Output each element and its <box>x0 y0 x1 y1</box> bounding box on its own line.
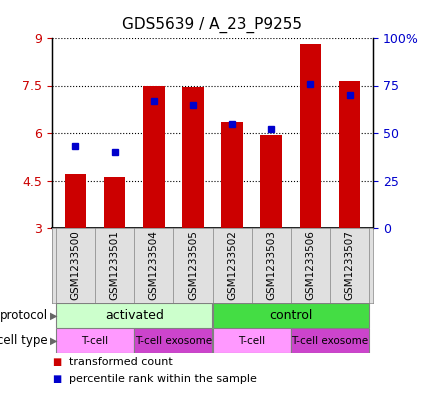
Text: T-cell exosome: T-cell exosome <box>292 336 368 345</box>
Text: GSM1233501: GSM1233501 <box>110 230 119 300</box>
Bar <box>261 134 282 228</box>
Bar <box>65 174 86 228</box>
Bar <box>182 87 204 228</box>
Bar <box>291 328 369 353</box>
Text: GSM1233505: GSM1233505 <box>188 230 198 300</box>
Bar <box>143 86 164 228</box>
Text: ■: ■ <box>52 356 61 367</box>
Bar <box>56 328 134 353</box>
Text: GSM1233504: GSM1233504 <box>149 230 159 300</box>
Text: GSM1233506: GSM1233506 <box>306 230 315 300</box>
Bar <box>104 177 125 228</box>
Bar <box>339 81 360 228</box>
Bar <box>56 303 212 328</box>
Text: GSM1233500: GSM1233500 <box>71 230 80 300</box>
Text: T-cell exosome: T-cell exosome <box>135 336 212 345</box>
Text: ▶: ▶ <box>50 310 57 321</box>
Text: GSM1233507: GSM1233507 <box>345 230 354 300</box>
Bar <box>212 328 291 353</box>
Text: transformed count: transformed count <box>69 356 173 367</box>
Bar <box>221 122 243 228</box>
Text: activated: activated <box>105 309 164 322</box>
Text: T-cell: T-cell <box>238 336 265 345</box>
Text: GSM1233503: GSM1233503 <box>266 230 276 300</box>
Bar <box>212 303 369 328</box>
Bar <box>300 44 321 228</box>
Text: percentile rank within the sample: percentile rank within the sample <box>69 374 257 384</box>
Text: T-cell: T-cell <box>82 336 109 345</box>
Text: GSM1233502: GSM1233502 <box>227 230 237 300</box>
Text: ▶: ▶ <box>50 336 57 345</box>
Text: cell type: cell type <box>0 334 48 347</box>
Text: protocol: protocol <box>0 309 48 322</box>
Bar <box>134 328 212 353</box>
Text: control: control <box>269 309 312 322</box>
Text: ■: ■ <box>52 374 61 384</box>
Text: GDS5639 / A_23_P9255: GDS5639 / A_23_P9255 <box>122 17 303 33</box>
